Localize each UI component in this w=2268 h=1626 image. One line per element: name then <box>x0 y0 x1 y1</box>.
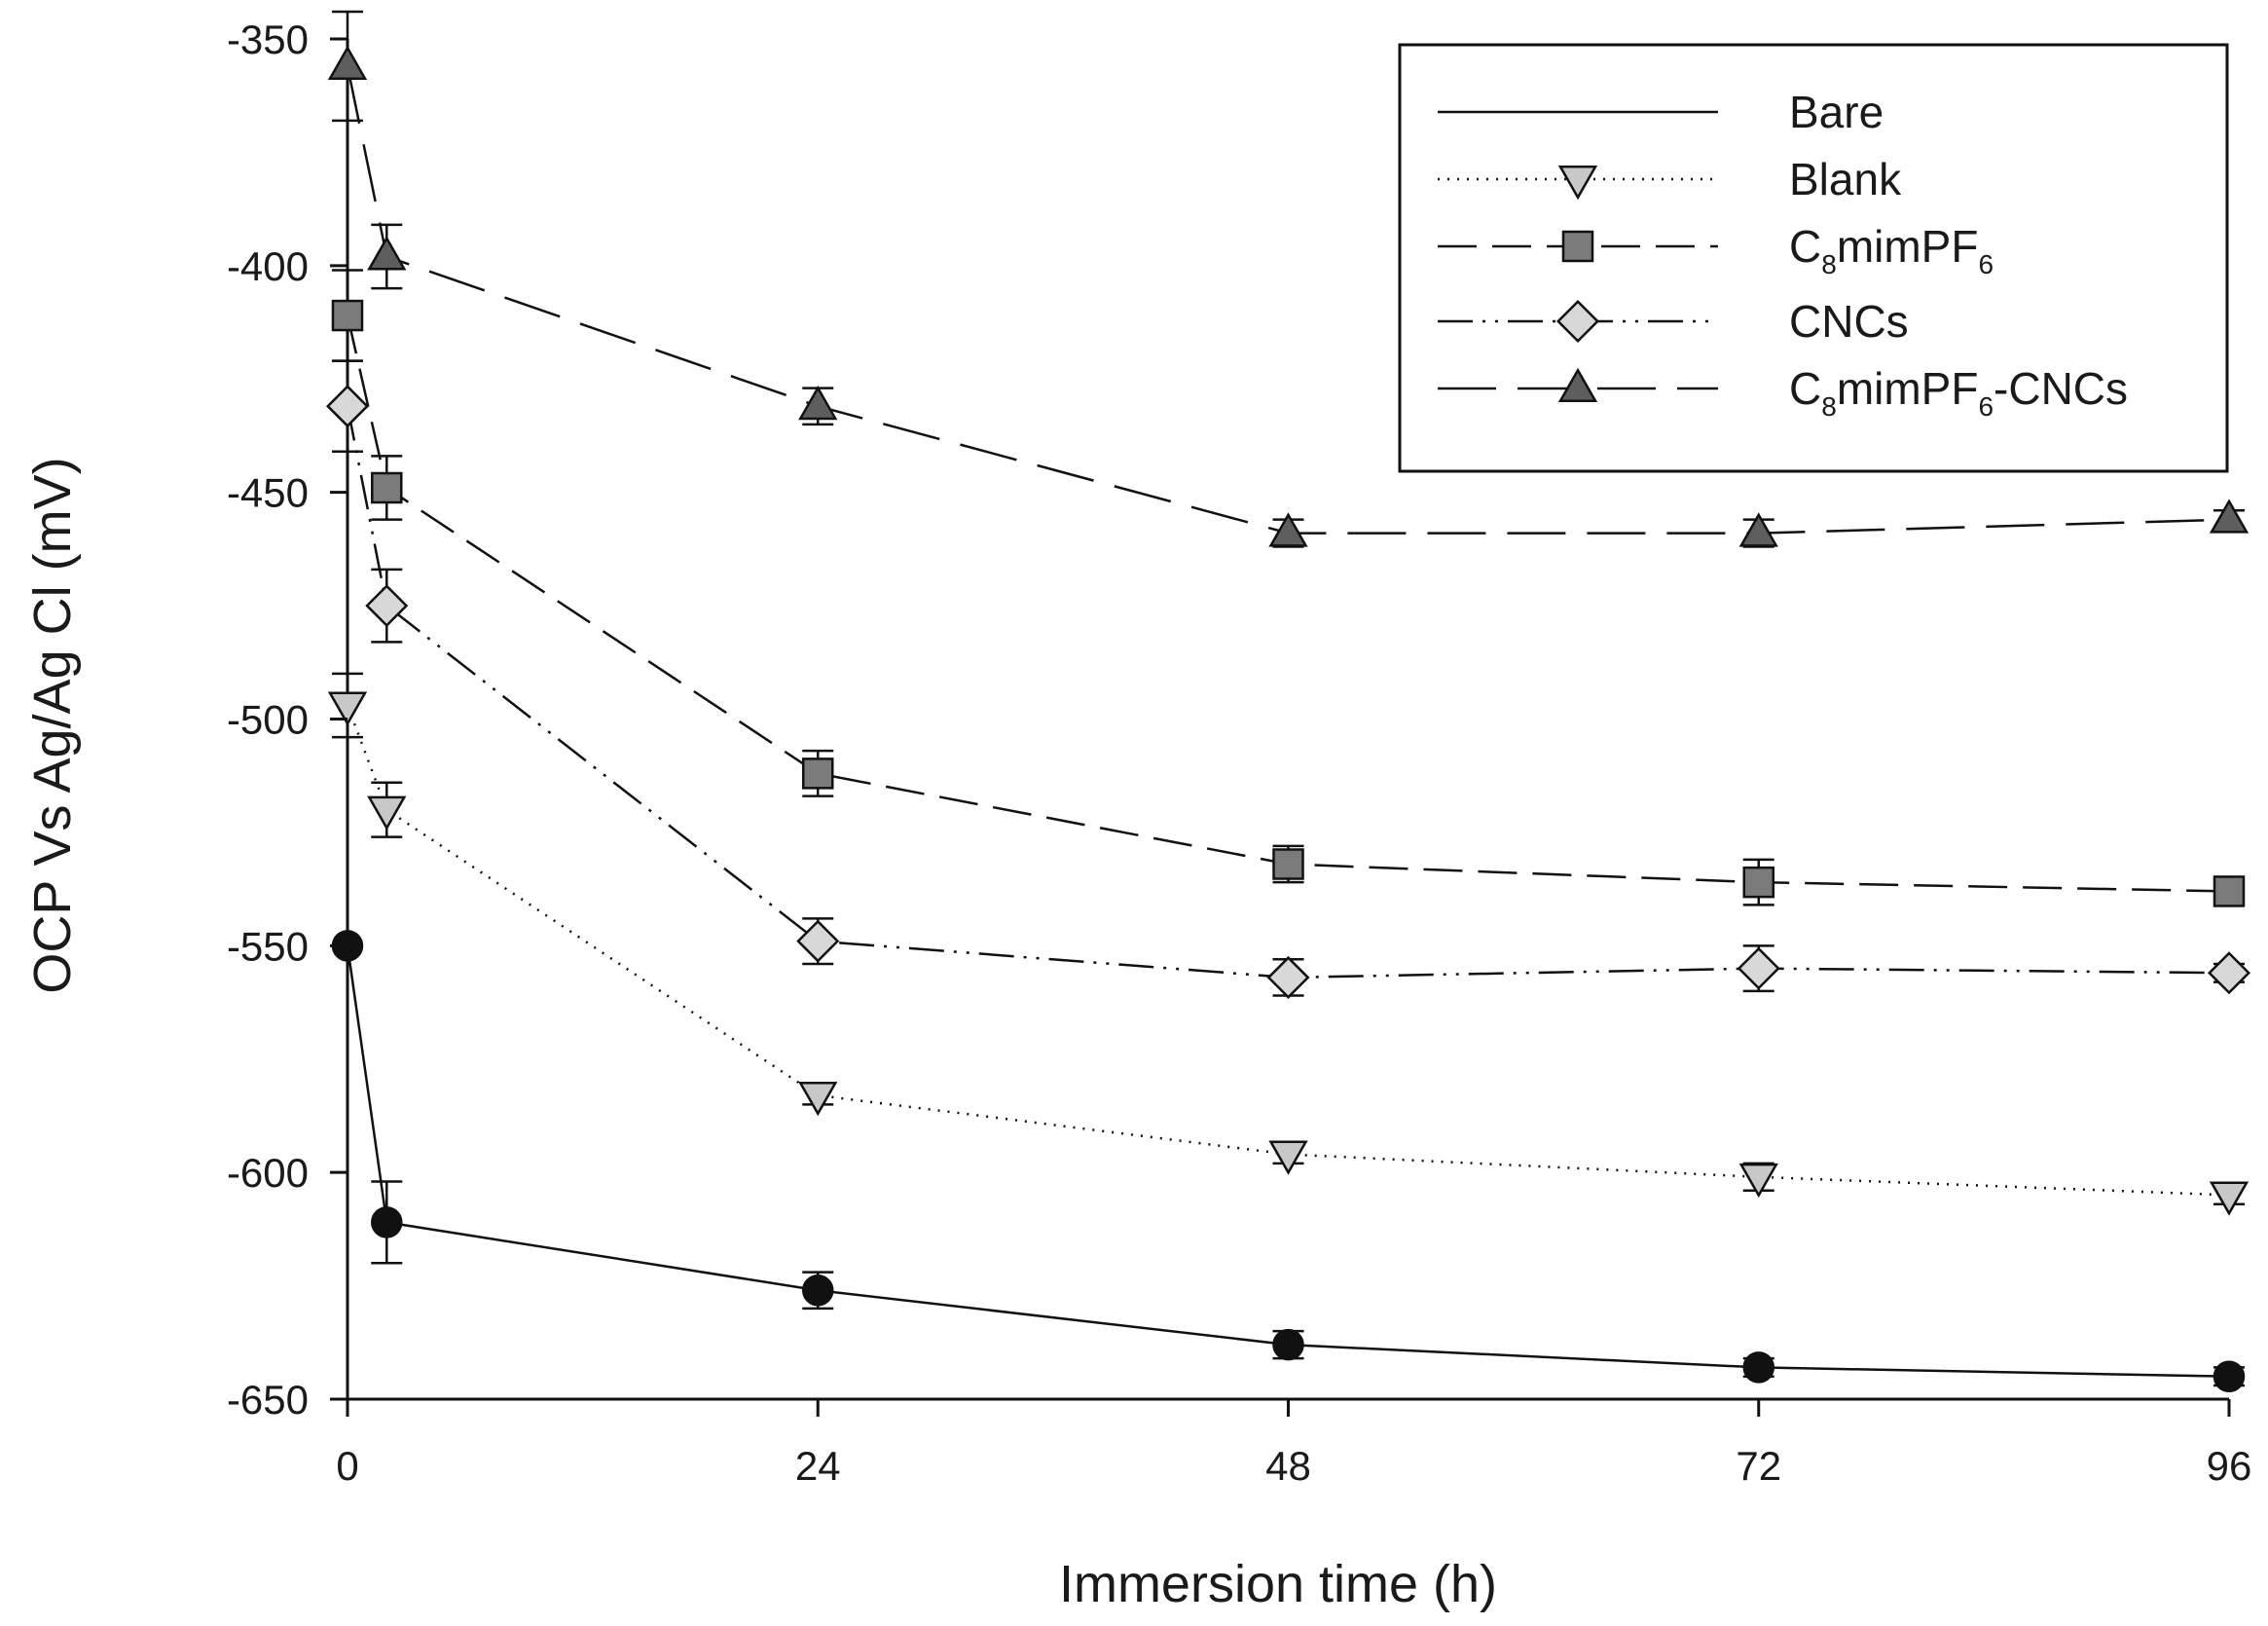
data-point-blank <box>1738 1163 1778 1199</box>
legend-entry-cncs: CNCs <box>1438 296 1909 347</box>
data-point-blank <box>2209 1181 2250 1216</box>
series-line-cncs <box>346 405 2230 979</box>
ticks-layer: -350 -400 -450 -500 -550 -600 -650 0 24 48 72 96 <box>227 17 2251 1489</box>
series-c8mimpf6-cncs <box>327 10 2250 548</box>
data-point-blank <box>367 795 407 831</box>
legend-entry-bare: Bare <box>1438 87 1884 137</box>
data-point-blank <box>327 691 368 726</box>
legend-label-blank: Blank <box>1789 154 1902 204</box>
data-point-cncs <box>1266 955 1310 999</box>
y-tick-label: -450 <box>227 470 309 516</box>
x-tick-label: 0 <box>336 1443 358 1489</box>
data-point-c8mimpf6-cncs <box>1738 512 1778 547</box>
data-point-cncs <box>325 385 370 428</box>
y-tick-label: -650 <box>227 1377 309 1423</box>
legend-label-bare: Bare <box>1789 87 1884 137</box>
data-point-c8mimpf6 <box>331 299 364 332</box>
y-tick-label: -600 <box>227 1150 309 1196</box>
x-tick-label: 96 <box>2207 1443 2252 1489</box>
data-point-c8mimpf6 <box>2213 875 2246 907</box>
y-tick-label: -400 <box>227 243 309 289</box>
data-point-c8mimpf6 <box>371 471 403 504</box>
legend: Bare Blank C8mimPF6 CNCs C8mimPF6-CNCs <box>1398 43 2229 473</box>
series-line-bare <box>346 945 2230 1378</box>
y-axis-title: OCP Vs Ag/Ag Cl (mV) <box>23 457 82 993</box>
data-point-cncs <box>796 919 840 963</box>
series-layer <box>325 10 2251 1392</box>
legend-entry-blank: Blank <box>1438 154 1902 204</box>
data-point-c8mimpf6 <box>1742 866 1774 899</box>
data-point-bare <box>802 1274 834 1307</box>
data-point-c8mimpf6-cncs <box>2209 499 2250 534</box>
series-line-blank <box>346 705 2230 1197</box>
legend-label-cncs: CNCs <box>1789 296 1909 347</box>
data-point-cncs <box>2207 951 2251 995</box>
legend-marker-c8mimpf6-cncs <box>1557 367 1598 402</box>
data-point-c8mimpf6-cncs <box>1268 512 1308 547</box>
data-point-c8mimpf6-cncs <box>798 385 838 421</box>
legend-box <box>1398 43 2229 473</box>
data-point-c8mimpf6-cncs <box>327 45 368 80</box>
data-point-c8mimpf6 <box>1272 848 1304 880</box>
data-point-blank <box>1268 1140 1308 1175</box>
legend-label-c8mimpf6: C8mimPF6 <box>1789 221 1994 279</box>
series-line-c8mimpf6 <box>346 314 2230 893</box>
data-point-c8mimpf6 <box>802 758 834 790</box>
y-tick-label: -550 <box>227 923 309 969</box>
y-tick-label: -350 <box>227 17 309 62</box>
data-point-cncs <box>1737 946 1780 990</box>
data-point-bare <box>1742 1351 1774 1384</box>
x-tick-label: 24 <box>795 1443 841 1489</box>
x-tick-label: 48 <box>1265 1443 1311 1489</box>
data-point-bare <box>2213 1360 2246 1392</box>
legend-marker-blank <box>1557 166 1598 201</box>
series-blank <box>327 672 2250 1216</box>
data-point-bare <box>371 1206 403 1238</box>
legend-marker-c8mimpf6 <box>1561 230 1594 263</box>
data-point-bare <box>1272 1328 1304 1361</box>
x-axis-title: Immersion time (h) <box>1059 1555 1497 1613</box>
legend-entry-c8mimpf6: C8mimPF6 <box>1438 221 1994 279</box>
data-point-blank <box>798 1082 838 1117</box>
series-c8mimpf6 <box>331 269 2246 907</box>
series-bare <box>331 930 2246 1392</box>
x-tick-label: 72 <box>1736 1443 1781 1489</box>
legend-entry-c8mimpf6-cncs: C8mimPF6-CNCs <box>1438 363 2128 422</box>
legend-marker-cncs <box>1555 299 1600 344</box>
data-point-cncs <box>365 584 409 628</box>
data-point-c8mimpf6-cncs <box>367 236 407 271</box>
y-tick-label: -500 <box>227 697 309 743</box>
legend-label-c8mimpf6-cncs: C8mimPF6-CNCs <box>1789 363 2128 422</box>
series-cncs <box>325 359 2251 999</box>
